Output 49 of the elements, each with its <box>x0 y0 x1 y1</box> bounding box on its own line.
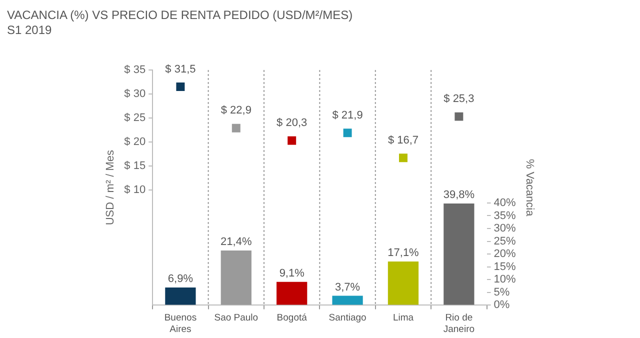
y2-tick-label: 40% <box>494 196 516 209</box>
x-tick-label: Buenos Aires <box>164 312 197 335</box>
y-tick-label: $ 30 <box>124 88 146 100</box>
y2-tick-label: 20% <box>494 248 516 260</box>
y2-tick-label: 30% <box>494 222 516 235</box>
data-label: 39,8% <box>443 188 475 201</box>
point <box>232 124 240 132</box>
data-label: $ 20,3 <box>276 117 308 130</box>
bar <box>444 203 474 305</box>
data-label: $ 16,7 <box>388 134 419 146</box>
x-tick-label: Bogotá <box>276 312 308 324</box>
y2-tick-label: 35% <box>494 210 516 222</box>
bar <box>332 296 363 305</box>
bar <box>165 288 196 305</box>
y-tick-label: $ 35 <box>124 64 146 76</box>
text: S1 2019 <box>7 23 53 38</box>
chart-title: VACANCIA (%) VS PRECIO DE RENTA PEDIDO (USD/M²/MES) <box>7 8 353 23</box>
x-tick-label: Santiago <box>328 312 366 324</box>
y2-axis-title: % Vacancia <box>523 158 536 218</box>
data-label: 6,9% <box>168 273 194 286</box>
bar <box>276 282 308 305</box>
y2-tick-label: 15% <box>494 260 516 273</box>
y2-tick-label: 25% <box>494 235 516 248</box>
data-label: $ 31,5 <box>165 63 196 76</box>
data-label: $ 22,9 <box>220 104 252 117</box>
bar <box>388 261 419 305</box>
point <box>454 112 464 121</box>
point <box>288 136 296 145</box>
data-label: 3,7% <box>335 281 360 294</box>
data-label: 9,1% <box>279 267 305 280</box>
point <box>343 128 352 138</box>
y-tick-label: $ 10 <box>124 184 146 196</box>
y2-tick-label: 10% <box>494 274 516 286</box>
data-label: $ 21,9 <box>332 109 363 122</box>
y-tick-label: $ 20 <box>124 136 146 148</box>
bar <box>220 250 252 305</box>
point <box>176 82 185 92</box>
data-label: $ 25,3 <box>444 93 474 106</box>
data-label: 17,1% <box>388 247 420 260</box>
data-label: 21,4% <box>220 236 252 248</box>
y-tick-label: $ 15 <box>124 160 146 172</box>
x-tick-label: Sao Paulo <box>214 312 258 324</box>
y-tick-label: $ 25 <box>124 112 146 124</box>
x-tick-label: Rio de Janeiro <box>443 312 475 335</box>
y2-tick-label: 5% <box>494 286 510 298</box>
point <box>399 154 408 162</box>
x-tick-label: Lima <box>392 312 414 324</box>
y-axis-title: USD / m² / Mes <box>104 150 117 226</box>
y2-tick-label: 0% <box>494 299 510 312</box>
